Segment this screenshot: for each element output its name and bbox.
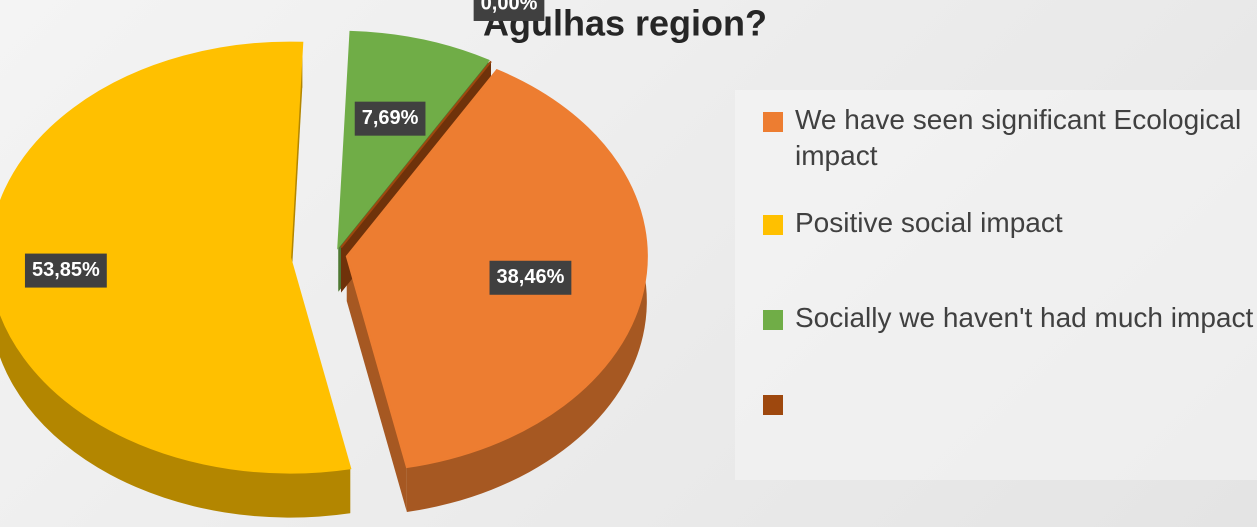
slice-rim [406,70,647,513]
data-label-box [354,101,426,136]
data-label: 53,85% [24,253,107,288]
slice-wall [346,256,407,513]
data-label-text: 0,00% [481,0,538,14]
legend-label: Socially we haven't had much impact [795,302,1254,333]
legend-item: We have seen significant Ecological impa… [763,102,1257,174]
legend-item: Positive social impact [763,205,1257,241]
legend-swatch [763,395,783,415]
data-label: 38,46% [489,260,572,295]
slice-tops [0,30,648,474]
slice [337,30,490,250]
slice [340,60,492,249]
data-label-text: 7,69% [362,107,419,129]
legend: We have seen significant Ecological impa… [735,90,1257,480]
data-label-box [489,260,572,295]
data-label-text: 38,46% [497,266,565,288]
data-label-text: 53,85% [32,259,100,281]
legend-item: Socially we haven't had much impact [763,300,1257,336]
data-label: 0,00% [473,0,545,21]
data-label-box [473,0,545,21]
data-label: 7,69% [354,101,426,136]
legend-swatch [763,112,783,132]
legend-label: We have seen significant Ecological impa… [795,104,1242,171]
slice [0,41,352,474]
legend-swatch [763,215,783,235]
data-label-box [24,253,107,288]
legend-label: Positive social impact [795,207,1063,238]
legend-swatch [763,310,783,330]
